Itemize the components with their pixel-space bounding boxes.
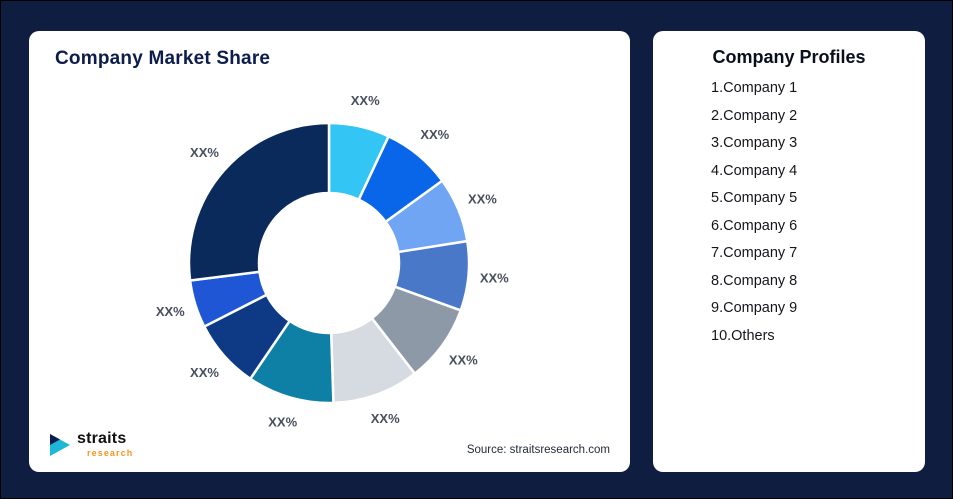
company-profile-item-7: 7.Company 7 [711,245,798,261]
donut-chart: XX% XX% XX% XX% XX% XX% XX% XX% XX% XX% [156,93,509,429]
profiles-title: Company Profiles [712,47,866,67]
slice-value-label-1: XX% [351,93,380,108]
donut-slice-10 [187,121,331,282]
market-share-card: Company Market Share XX% XX% XX% XX% XX% XX% X… [29,31,630,472]
company-profiles-list: 1.Company 1 2.Company 2 3.Company 3 4.Compa… [711,75,797,350]
logo-subtitle: research [87,448,134,458]
company-profiles-card: Company Profiles 1.Company 1 2.Company 2 3… [653,31,925,472]
logo-name: straits [77,430,127,447]
source-text: Source: straitsresearch.com [466,444,610,456]
slice-value-label-4: XX% [480,271,509,286]
slice-value-label-3: XX% [468,192,497,207]
company-profile-item-10: 10.Others [711,327,775,344]
chart-title: Company Market Share [55,48,271,69]
company-profile-item-2: 2.Company 2 [711,107,798,124]
company-profile-item-5: 5.Company 5 [711,190,798,206]
slice-value-label-8: XX% [190,365,219,380]
company-profile-item-6: 6.Company 6 [711,217,798,234]
straits-research-logo: straits research [49,431,133,458]
logo-text: straits research [77,431,133,458]
slice-value-label-10: XX% [190,145,219,160]
slice-value-label-5: XX% [449,353,478,368]
company-profile-item-4: 4.Company 4 [711,162,798,179]
slice-value-label-6: XX% [371,411,400,426]
slice-value-label-9: XX% [156,304,185,319]
company-profile-item-8: 8.Company 8 [711,272,798,289]
company-profile-item-3: 3.Company 3 [711,135,798,151]
slice-value-label-7: XX% [268,414,297,429]
company-profile-item-9: 9.Company 9 [711,300,798,316]
company-profile-item-1: 1.Company 1 [711,80,798,96]
straits-arrow-icon [50,433,70,456]
slice-value-label-2: XX% [420,127,449,142]
